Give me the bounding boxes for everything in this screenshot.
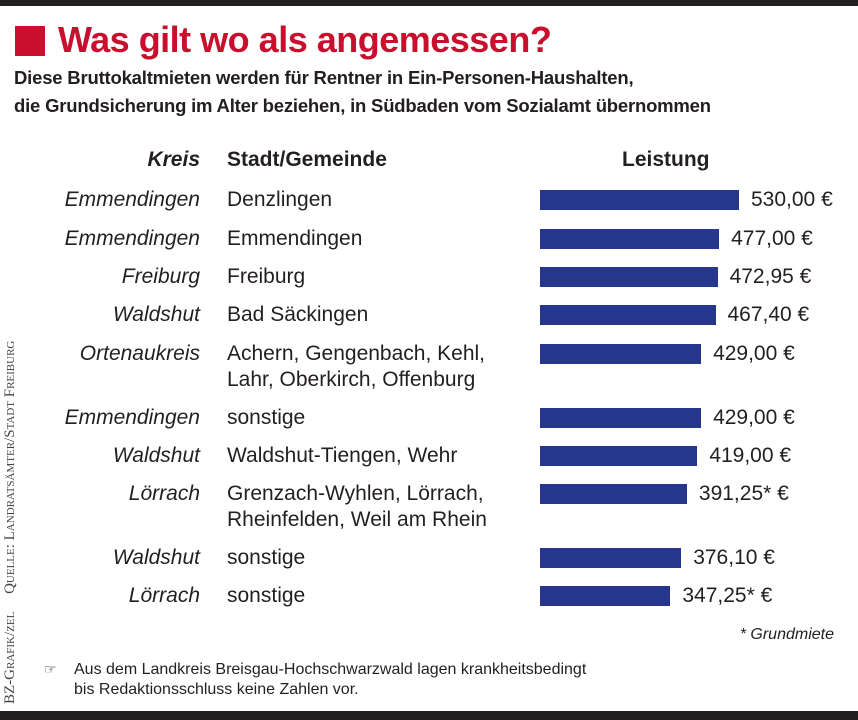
subtitle-line-1: Diese Bruttokaltmieten werden für Rentne…	[14, 67, 634, 88]
bar	[540, 229, 720, 249]
pointing-hand-icon: ☞	[44, 661, 57, 677]
value-label: 391,25* €	[698, 482, 789, 505]
footer-text: Aus dem Landkreis Breisgau-Hochschwarzwa…	[74, 661, 587, 698]
row-kreis: Waldshut	[112, 546, 200, 569]
column-header-leistung: Leistung	[622, 148, 710, 171]
bar	[540, 548, 682, 568]
bottom-border	[0, 711, 858, 720]
row-stadt: Waldshut-Tiengen, Wehr	[227, 444, 458, 467]
bar	[540, 586, 671, 606]
row-kreis: Emmendingen	[64, 406, 200, 429]
chart-title: Was gilt wo als angemessen?	[58, 19, 552, 60]
row-kreis: Freiburg	[121, 265, 200, 288]
bar	[540, 305, 716, 325]
value-label: 477,00 €	[731, 227, 813, 250]
source-credit: Quelle: Landratsämter/Stadt Freiburg	[2, 340, 18, 594]
row-kreis: Ortenaukreis	[79, 342, 200, 365]
row-stadt: Achern, Gengenbach, Kehl, Lahr, Oberkirc…	[227, 342, 486, 391]
row-stadt: sonstige	[227, 406, 306, 429]
value-label: 429,00 €	[713, 342, 795, 365]
row-stadt: Denzlingen	[227, 188, 333, 211]
subtitle-line-2: die Grundsicherung im Alter beziehen, in…	[14, 95, 711, 116]
row-stadt: Emmendingen	[227, 227, 363, 250]
row-stadt: Bad Säckingen	[227, 303, 369, 326]
value-label: 376,10 €	[693, 546, 775, 569]
chart-subtitle: Diese Bruttokaltmieten werden für Rentne…	[14, 64, 711, 120]
value-label: 429,00 €	[713, 406, 795, 429]
side-credit: BZ-Grafik/zel Quelle: Landratsämter/Stad…	[2, 264, 19, 704]
bar	[540, 408, 702, 428]
value-label: 419,00 €	[709, 444, 792, 467]
footnote-grundmiete: * Grundmiete	[739, 626, 834, 643]
row-kreis: Emmendingen	[64, 188, 200, 211]
bar	[540, 190, 739, 210]
value-label: 467,40 €	[727, 303, 810, 326]
column-header-kreis: Kreis	[147, 148, 200, 171]
bar	[540, 484, 687, 504]
row-kreis: Waldshut	[112, 444, 200, 467]
row-kreis: Emmendingen	[64, 227, 200, 250]
row-kreis: Lörrach	[128, 482, 200, 505]
bar	[540, 344, 702, 364]
row-kreis: Lörrach	[128, 584, 200, 607]
value-label: 347,25* €	[682, 584, 773, 607]
row-kreis: Waldshut	[112, 303, 200, 326]
row-stadt: sonstige	[227, 584, 306, 607]
title-square-icon	[15, 26, 45, 56]
value-label: 472,95 €	[729, 265, 812, 288]
column-header-stadt: Stadt/Gemeinde	[227, 148, 387, 171]
bar	[540, 267, 718, 287]
row-stadt: sonstige	[227, 546, 306, 569]
value-label: 530,00 €	[751, 188, 833, 211]
graphic-credit: BZ-Grafik/zel	[2, 611, 18, 704]
footer-note: ☞ Aus dem Landkreis Breisgau-Hochschwarz…	[44, 660, 586, 700]
top-border	[0, 0, 858, 6]
row-stadt: Freiburg	[227, 265, 306, 288]
bar	[540, 446, 698, 466]
row-stadt: Grenzach-Wyhlen, Lörrach, Rheinfelden, W…	[227, 482, 487, 531]
